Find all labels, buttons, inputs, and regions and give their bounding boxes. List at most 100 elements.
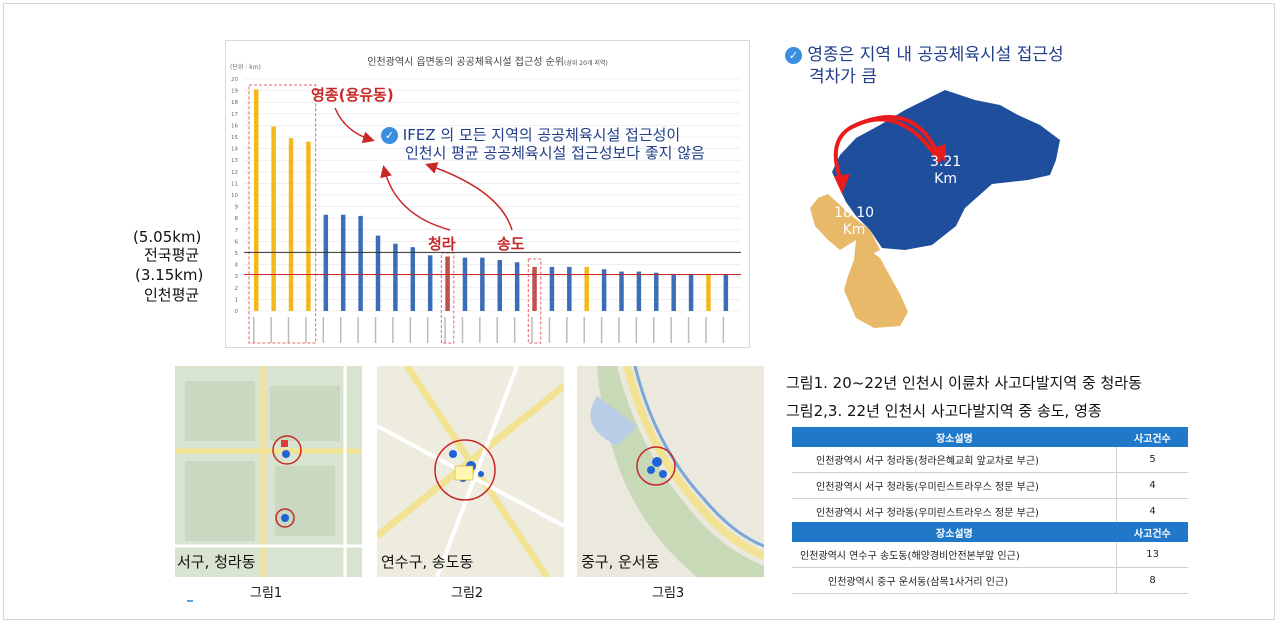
- ifez-callout: ✓ IFEZ 의 모든 지역의 공공체육시설 접근성이 인천시 평균 공공체육시…: [381, 126, 705, 162]
- accident-table-cheongna: 장소설명 사고건수 인천광역시 서구 청라동(청라은혜교회 앞교차로 부근) 5…: [792, 427, 1188, 525]
- bar: [619, 271, 624, 311]
- x-tick-mark: [722, 317, 725, 343]
- x-tick-mark: [444, 317, 446, 343]
- bar: [532, 266, 537, 311]
- table-cell-location: 인천광역시 서구 청라동(우미린스트라우스 정문 부근): [792, 472, 1117, 499]
- bar: [497, 259, 502, 311]
- x-tick-mark: [548, 317, 551, 343]
- arrow-songdo: [425, 162, 513, 231]
- callout-line-1: IFEZ 의 모든 지역의 공공체육시설 접근성이: [402, 126, 681, 144]
- distance-north: 3.21 Km: [930, 154, 962, 187]
- table-cell-location: 인천광역시 서구 청라동(청라은혜교회 앞교차로 부근): [792, 447, 1117, 473]
- x-tick-mark: [635, 317, 638, 343]
- bar: [671, 273, 676, 311]
- check-icon: ✓: [381, 127, 398, 144]
- region-south-lower: [844, 240, 908, 328]
- table1-header-location: 장소설명: [792, 427, 1117, 447]
- highlight-yeongjong: [248, 84, 317, 344]
- table-row: 인천광역시 중구 운서동(삼목1사거리 인근) 8: [792, 567, 1188, 594]
- y-tick-label: 7: [235, 228, 239, 234]
- bar: [288, 138, 294, 311]
- x-tick-mark: [496, 317, 498, 343]
- bar: [584, 266, 589, 311]
- x-tick-mark: [653, 317, 655, 343]
- y-tick-label: 17: [231, 112, 238, 118]
- y-tick-label: 12: [231, 170, 238, 176]
- bar: [323, 214, 329, 311]
- y-tick-label: 6: [235, 239, 239, 245]
- table-cell-count: 8: [1116, 567, 1188, 594]
- y-tick-label: 19: [231, 89, 238, 95]
- x-tick-mark: [322, 317, 325, 343]
- label-cheongna: 청라: [428, 235, 456, 253]
- figure-description-2: 그림2,3. 22년 인천시 사고다발지역 중 송도, 영종: [786, 402, 1102, 420]
- figure-description-1: 그림1. 20~22년 인천시 이륜차 사고다발지역 중 청라동: [786, 374, 1142, 392]
- bar: [427, 255, 433, 311]
- arrow-yeongjong: [334, 107, 375, 144]
- bar: [271, 126, 276, 311]
- map-songdo-drawing: [377, 366, 564, 577]
- bar: [358, 215, 363, 311]
- region-heading-line-2: 격차가 큼: [809, 67, 877, 87]
- y-tick-label: 3: [235, 274, 239, 280]
- table-cell-count: 5: [1116, 447, 1188, 473]
- y-tick-label: 18: [231, 100, 238, 106]
- x-tick-mark: [392, 317, 394, 343]
- y-tick-label: 1: [235, 297, 239, 303]
- highlight-songdo: [527, 258, 542, 344]
- x-tick-mark: [357, 317, 359, 343]
- slide-frame: [3, 3, 1275, 620]
- y-tick-label: 20: [231, 77, 238, 83]
- bar: [340, 214, 346, 311]
- table-cell-location: 인천광역시 서구 청라동(우미린스트라우스 정문 부근): [792, 498, 1117, 525]
- x-tick-mark: [513, 317, 516, 343]
- table1-header-count: 사고건수: [1116, 427, 1188, 447]
- incheon-average-label: 인천평균: [144, 286, 200, 304]
- table2-header-location: 장소설명: [792, 522, 1117, 542]
- map-cheongna-drawing: [175, 366, 362, 577]
- region-north: [832, 90, 1060, 250]
- bar: [601, 269, 607, 311]
- figure-label-3: 그림3: [652, 586, 685, 601]
- bar: [410, 247, 416, 311]
- map-caption-songdo: 연수구, 송도동: [381, 553, 474, 571]
- callout-line-2: 인천시 평균 공공체육시설 접근성보다 좋지 않음: [405, 144, 705, 162]
- x-tick-mark: [461, 317, 464, 343]
- map-caption-cheongna: 서구, 청라동: [177, 553, 256, 571]
- x-tick-mark: [270, 317, 272, 343]
- arrow-head-left: [834, 174, 850, 194]
- accident-table-songdo-unseo: 장소설명 사고건수 인천광역시 연수구 송도동(해양경비안전본부앞 인근) 13…: [792, 522, 1188, 594]
- label-songdo: 송도: [497, 235, 525, 253]
- bar: [514, 262, 520, 311]
- bar: [462, 257, 468, 311]
- bar: [706, 275, 711, 311]
- bar: [254, 89, 259, 311]
- accessibility-bar-chart: 0 1 2 3 4 5 6 7 8 9 10 11 12 13 14 15 16 17 18 19 20 인천광역시 읍…: [225, 40, 750, 348]
- bar: [306, 141, 311, 311]
- y-tick-label: 14: [231, 147, 238, 153]
- x-tick-mark: [426, 317, 429, 343]
- x-tick-mark: [305, 317, 307, 343]
- y-tick-label: 16: [231, 123, 238, 129]
- chart-title: 인천광역시 읍면동의 공공체육시설 접근성 순위(상위 20개 지역): [367, 57, 608, 68]
- figure-label-2: 그림2: [451, 586, 484, 601]
- arrow-head-right: [928, 144, 946, 162]
- check-icon: ✓: [785, 46, 802, 64]
- x-tick-mark: [287, 317, 290, 343]
- table-cell-count: 4: [1116, 472, 1188, 499]
- table-row: 인천광역시 서구 청라동(청라은혜교회 앞교차로 부근) 5: [792, 447, 1188, 473]
- bar: [654, 272, 659, 311]
- table-row: 인천광역시 서구 청라동(우미린스트라우스 정문 부근) 4: [792, 498, 1188, 525]
- map-unseo: 중구, 운서동: [577, 366, 764, 577]
- bar: [723, 275, 729, 311]
- y-tick-label: 11: [231, 181, 238, 187]
- table-cell-count: 4: [1116, 498, 1188, 525]
- x-tick-mark: [670, 317, 672, 343]
- bar: [375, 235, 381, 311]
- x-tick-mark: [705, 317, 707, 343]
- chart-unit-label: (단위 : km): [230, 64, 261, 71]
- y-tick-label: 2: [235, 286, 239, 292]
- y-tick-label: 13: [231, 158, 238, 164]
- table2-header-count: 사고건수: [1116, 522, 1188, 542]
